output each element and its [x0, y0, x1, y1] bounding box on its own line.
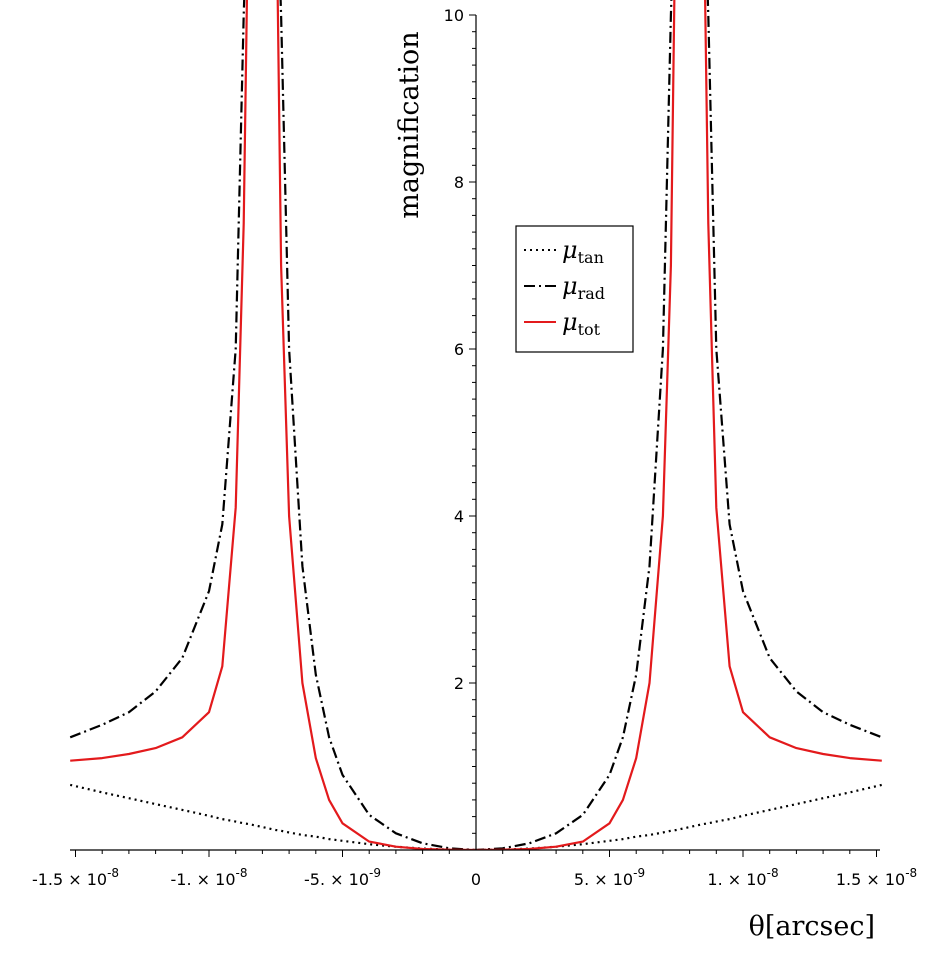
y-tick-label: 4 [454, 507, 464, 526]
x-tick-label: 1. × 10-8 [707, 866, 778, 889]
series-tan-line [69, 783, 883, 850]
legend-label-tan: μtan [562, 236, 604, 267]
x-tick-label: -1.5 × 10-8 [32, 866, 119, 889]
legend-label-tot: μtot [562, 308, 601, 339]
tick-marks: -1.5 × 10-8 -1. × 10-8 -5. × 10-9 0 5. × 10-… [32, 6, 917, 889]
y-tick-label: 6 [454, 340, 464, 359]
y-tick-label: 2 [454, 674, 464, 693]
legend: μtan μrad μtot [515, 225, 634, 353]
x-axis-label: θ[arcsec] [749, 911, 875, 942]
series-curves [69, 0, 883, 850]
x-tick-label: 5. × 10-9 [574, 866, 645, 889]
x-tick-label: -1. × 10-8 [171, 866, 248, 889]
series-tot-line [70, 0, 249, 762]
series-tot-line [704, 0, 882, 762]
x-tick-label: 0 [471, 870, 481, 889]
series-rad-line [706, 0, 883, 739]
y-tick-label: 10 [444, 6, 464, 25]
legend-label-rad: μrad [562, 272, 605, 303]
series-tot-line [276, 0, 676, 850]
y-axis-label: magnification [394, 31, 425, 218]
legend-box [515, 225, 634, 353]
series-rad-line [69, 0, 246, 739]
y-tick-label: 8 [454, 173, 464, 192]
x-tick-label: -5. × 10-9 [304, 866, 381, 889]
x-tick-label: 1.5 × 10-8 [836, 866, 917, 889]
